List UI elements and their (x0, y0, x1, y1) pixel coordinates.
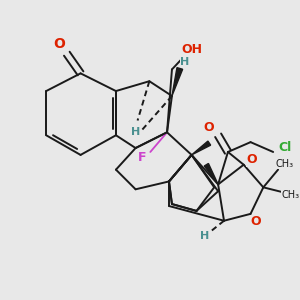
Text: OH: OH (181, 43, 202, 56)
Text: H: H (200, 232, 209, 242)
Text: H: H (131, 127, 140, 137)
Text: CH₃: CH₃ (276, 159, 294, 169)
Text: H: H (180, 57, 189, 67)
Text: Cl: Cl (278, 141, 292, 154)
Text: F: F (138, 152, 147, 164)
Polygon shape (192, 141, 211, 155)
Polygon shape (172, 68, 183, 96)
Polygon shape (204, 164, 218, 184)
Text: O: O (53, 37, 65, 51)
Text: CH₃: CH₃ (282, 190, 300, 200)
Text: O: O (250, 215, 261, 228)
Text: O: O (246, 153, 257, 166)
Text: O: O (203, 121, 214, 134)
